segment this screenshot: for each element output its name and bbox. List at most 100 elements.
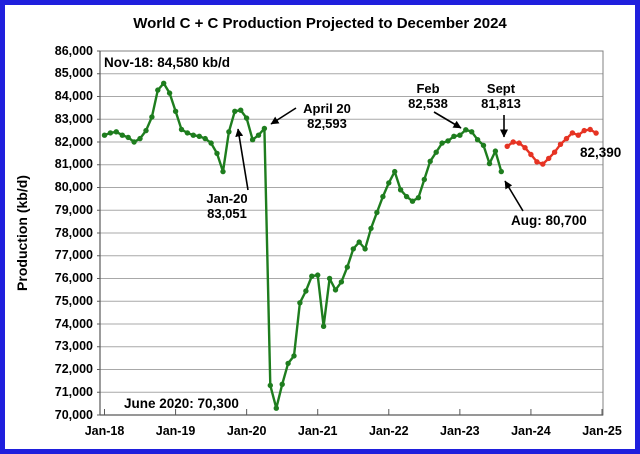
annotation-arrow-jan20	[235, 128, 249, 191]
y-tick-label: 73,000	[54, 339, 93, 354]
data-point-actual	[498, 168, 504, 175]
data-point-actual	[220, 168, 226, 175]
annotation-jun20-trough: June 2020: 70,300	[124, 396, 239, 411]
data-point-projected	[587, 126, 593, 133]
y-tick-label: 83,000	[54, 111, 93, 126]
annotation-dec24-final-value: 82,390	[580, 145, 622, 160]
data-point-actual	[350, 246, 356, 252]
data-point-projected	[557, 141, 564, 147]
data-point-actual	[291, 353, 297, 359]
data-point-actual	[380, 193, 386, 200]
data-point-actual	[155, 87, 161, 93]
y-tick-label: 76,000	[54, 271, 93, 285]
annotation-nov18-peak: Nov-18: 84,580 kb/d	[104, 55, 231, 70]
y-tick-label: 82,000	[54, 134, 93, 149]
data-point-actual	[214, 150, 220, 157]
data-point-actual	[184, 130, 191, 136]
annotation-feb23: Feb 82,538	[390, 81, 466, 111]
data-point-actual	[433, 149, 439, 155]
data-point-actual	[421, 176, 427, 183]
data-point-actual	[172, 108, 179, 115]
data-point-projected	[510, 139, 516, 145]
data-point-actual	[166, 90, 173, 96]
data-point-actual	[178, 126, 185, 133]
annotation-jan20-label: Jan-20	[206, 191, 248, 206]
annotation-feb23-value: 82,538	[408, 95, 448, 111]
annotation-apr20-value: 82,593	[307, 115, 347, 131]
series-line-projected	[506, 128, 597, 166]
data-point-actual	[101, 132, 108, 138]
data-point-actual	[368, 225, 374, 232]
data-point-actual	[320, 323, 327, 329]
data-point-actual	[243, 115, 250, 121]
data-point-actual	[338, 279, 345, 285]
data-point-projected	[540, 161, 546, 167]
data-point-projected	[534, 159, 540, 165]
x-tick-label: Jan-22	[368, 424, 409, 438]
annotation-arrow-feb23	[433, 111, 462, 129]
y-tick-label: 72,000	[54, 362, 93, 376]
chart-plot-area	[97, 50, 604, 416]
data-point-actual	[279, 381, 285, 387]
data-point-actual	[427, 158, 433, 164]
x-tick-label: Jan-21	[297, 424, 338, 438]
data-point-projected	[551, 149, 558, 155]
data-point-actual	[232, 108, 238, 115]
data-point-actual	[149, 114, 155, 120]
data-point-actual	[403, 193, 410, 200]
data-point-actual	[344, 264, 350, 270]
data-point-actual	[297, 300, 303, 306]
data-point-actual	[249, 137, 256, 143]
data-point-actual	[356, 239, 362, 245]
data-point-projected	[528, 151, 534, 158]
chart-title: World C + C Production Projected to Dece…	[133, 15, 507, 32]
data-point-actual	[469, 129, 475, 135]
data-point-actual	[315, 272, 321, 278]
x-tick-label: Jan-25	[582, 424, 622, 438]
data-point-projected	[563, 135, 570, 142]
y-tick-label: 70,000	[54, 407, 93, 422]
data-point-actual	[143, 127, 149, 134]
data-point-actual	[439, 140, 445, 146]
data-point-actual	[397, 187, 404, 193]
data-point-actual	[261, 125, 268, 132]
y-tick-label: 75,000	[54, 293, 93, 308]
annotation-apr20-label: April 20	[303, 101, 351, 116]
data-point-projected	[522, 145, 528, 151]
annotation-arrow-aug23	[504, 180, 524, 212]
data-point-actual	[326, 275, 333, 282]
annotation-feb23-label: Feb	[416, 81, 440, 96]
data-point-projected	[581, 127, 587, 134]
y-tick-label: 74,000	[54, 316, 93, 331]
data-point-projected	[593, 130, 599, 136]
y-tick-label: 81,000	[54, 157, 93, 172]
data-point-actual	[208, 140, 214, 146]
y-tick-label: 79,000	[54, 202, 93, 217]
annotation-sep23-label: Sept	[486, 81, 516, 96]
data-point-actual	[119, 132, 126, 138]
annotation-aug23: Aug: 80,700	[511, 213, 587, 228]
x-tick-label: Jan-24	[511, 424, 551, 438]
data-point-actual	[309, 273, 315, 279]
data-point-actual	[202, 135, 208, 142]
data-point-actual	[255, 132, 262, 138]
data-point-actual	[190, 132, 196, 138]
data-point-actual	[107, 130, 114, 136]
data-point-projected	[575, 132, 581, 138]
data-point-actual	[492, 148, 499, 154]
data-point-actual	[137, 135, 143, 142]
data-point-actual	[445, 138, 451, 144]
y-tick-label: 84,000	[54, 89, 93, 103]
data-point-actual	[125, 134, 131, 141]
data-point-actual	[226, 129, 232, 135]
data-point-actual	[486, 160, 493, 167]
x-tick-label: Jan-23	[440, 424, 480, 438]
data-point-actual	[238, 107, 244, 113]
data-point-actual	[113, 129, 120, 135]
y-tick-label: 71,000	[54, 384, 93, 399]
data-point-actual	[303, 288, 309, 294]
data-point-actual	[451, 133, 457, 139]
data-point-actual	[285, 360, 291, 367]
series-line-actual	[104, 82, 503, 410]
